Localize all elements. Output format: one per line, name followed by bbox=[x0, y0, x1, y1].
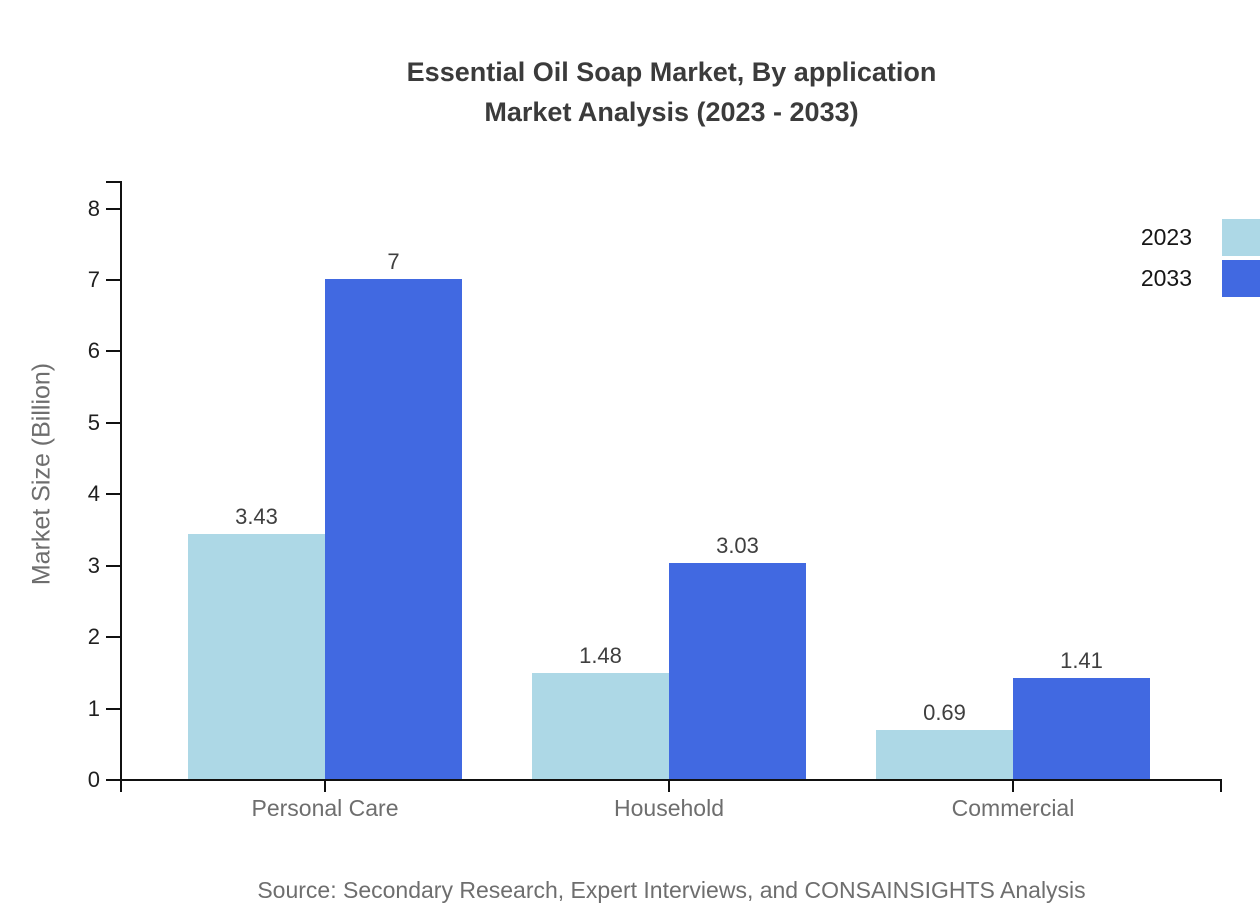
x-tick-personal-care bbox=[324, 781, 326, 792]
bar-2033-commercial bbox=[1013, 678, 1150, 779]
legend-swatch-2023 bbox=[1222, 219, 1260, 256]
bar-2033-household bbox=[669, 562, 806, 779]
chart-subtitle: Market Analysis (2023 - 2033) bbox=[484, 97, 859, 127]
y-tick-3 bbox=[106, 564, 120, 567]
y-tick-8 bbox=[106, 207, 120, 210]
legend-label-2023: 2023 bbox=[1140, 224, 1192, 250]
y-axis-top-cap bbox=[106, 181, 120, 183]
bar-2023-household bbox=[532, 673, 669, 779]
x-label-household: Household bbox=[614, 795, 724, 821]
bar-2023-personal-care bbox=[188, 534, 325, 779]
value-label-2033-commercial: 1.41 bbox=[1060, 648, 1103, 674]
x-tick-commercial bbox=[1012, 781, 1014, 792]
y-axis-label: Market Size (Billion) bbox=[27, 362, 56, 586]
x-axis-line bbox=[120, 779, 1222, 781]
y-tick-label-8: 8 bbox=[87, 195, 100, 221]
source-note: Source: Secondary Research, Expert Inter… bbox=[257, 877, 1086, 903]
legend-item-2033: 2033 bbox=[1141, 260, 1260, 297]
y-tick-7 bbox=[106, 278, 120, 281]
x-tick-household bbox=[668, 781, 670, 792]
value-label-2033-personal-care: 7 bbox=[387, 248, 400, 274]
y-tick-label-0: 0 bbox=[87, 767, 100, 792]
legend-swatch-2033 bbox=[1222, 260, 1260, 297]
y-tick-label-7: 7 bbox=[87, 266, 100, 292]
x-label-personal-care: Personal Care bbox=[251, 795, 399, 821]
y-tick-6 bbox=[106, 350, 120, 353]
y-tick-label-6: 6 bbox=[87, 338, 100, 364]
y-tick-label-5: 5 bbox=[87, 409, 100, 435]
y-tick-4 bbox=[106, 493, 120, 496]
value-label-2023-personal-care: 3.43 bbox=[235, 503, 278, 529]
chart-title: Essential Oil Soap Market, By applicatio… bbox=[406, 57, 937, 87]
plot-area: 0 1 2 3 4 5 6 7 8 3.43 1.48 0.69 7 3.03 1.41 Personal C… bbox=[88, 181, 1222, 821]
value-label-2033-household: 3.03 bbox=[716, 532, 759, 558]
x-label-commercial: Commercial bbox=[951, 795, 1075, 821]
value-label-2023-commercial: 0.69 bbox=[923, 699, 966, 725]
bar-2023-commercial bbox=[876, 729, 1013, 779]
y-tick-5 bbox=[106, 421, 120, 424]
y-tick-label-3: 3 bbox=[87, 552, 100, 578]
y-tick-2 bbox=[106, 636, 120, 639]
legend-item-2023: 2023 bbox=[1141, 219, 1260, 256]
y-tick-label-2: 2 bbox=[87, 624, 100, 650]
legend-label-2033: 2033 bbox=[1140, 265, 1192, 291]
chart-title-block: Essential Oil Soap Market, By applicatio… bbox=[121, 52, 1222, 132]
y-axis-line bbox=[120, 181, 122, 792]
bar-2033-personal-care bbox=[325, 279, 462, 779]
y-tick-label-4: 4 bbox=[87, 481, 100, 507]
y-tick-0 bbox=[106, 779, 120, 781]
value-label-2023-household: 1.48 bbox=[579, 643, 622, 669]
legend: 2023 2033 bbox=[1141, 219, 1260, 301]
x-axis-end-cap bbox=[1220, 781, 1222, 792]
y-tick-label-1: 1 bbox=[87, 695, 100, 721]
y-tick-1 bbox=[106, 707, 120, 710]
